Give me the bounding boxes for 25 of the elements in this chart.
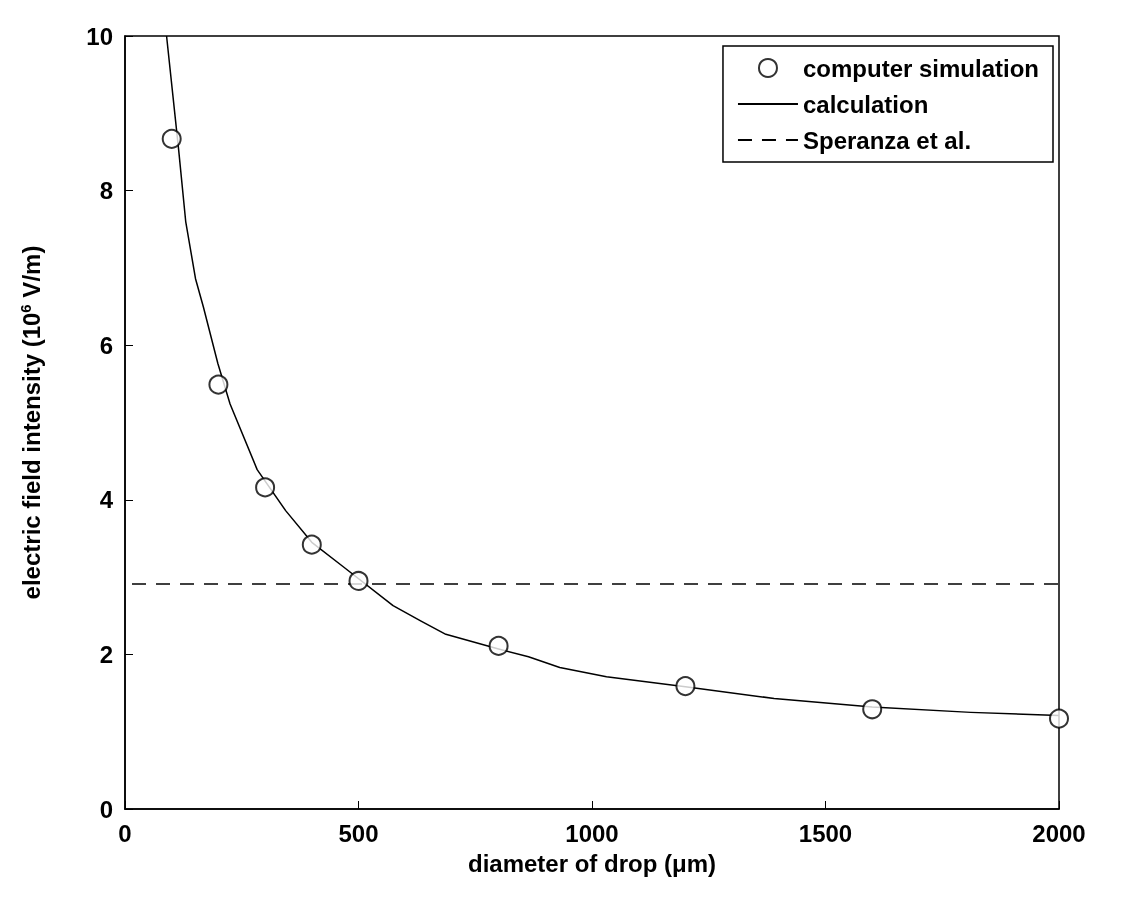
point: [301, 534, 322, 555]
point: [208, 374, 229, 395]
x-tick-label: 1000: [565, 819, 619, 847]
x-tick-label: 0: [118, 819, 132, 847]
x-tick-label: 1500: [798, 819, 853, 847]
point: [488, 635, 509, 656]
legend-label: computer simulation: [802, 54, 1039, 82]
legend-label: Speranza et al.: [802, 126, 972, 154]
y-tick-label: 8: [99, 177, 113, 205]
x-tick-label: 500: [338, 819, 379, 847]
point: [161, 128, 182, 149]
x-tick-label: 2000: [1032, 819, 1086, 847]
y-tick-label: 0: [99, 795, 113, 823]
x-axis-title: diameter of drop (μm): [467, 849, 717, 877]
y-tick-label: 2: [99, 640, 113, 668]
point: [862, 699, 883, 720]
y-tick-label: 10: [86, 22, 113, 50]
point: [675, 676, 696, 697]
point: [255, 477, 276, 498]
y-tick-label: 4: [99, 486, 114, 514]
point: [348, 570, 369, 591]
point: [1049, 708, 1069, 729]
legend-label: calculation: [802, 90, 929, 118]
y-axis-title: electric field intensity (106 V/m): [17, 245, 45, 600]
y-tick-label: 6: [99, 331, 113, 359]
